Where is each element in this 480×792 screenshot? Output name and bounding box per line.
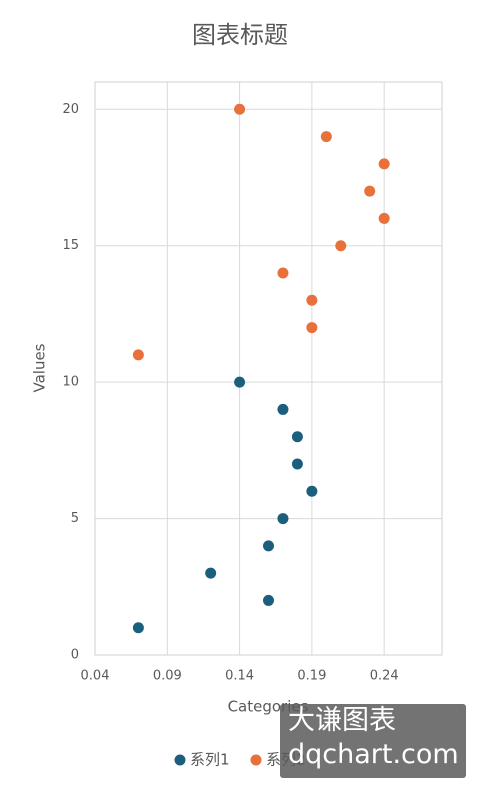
y-tick-label: 10 (62, 375, 79, 390)
y-tick-label: 15 (62, 238, 79, 253)
point (320, 131, 332, 143)
legend-marker (174, 754, 186, 766)
point (234, 376, 246, 388)
point (291, 431, 303, 443)
point (277, 267, 289, 279)
plot-frame (94, 81, 443, 656)
point (306, 322, 318, 334)
chart-title: 图表标题 (192, 21, 288, 49)
watermark: 大谦图表 dqchart.com (280, 704, 466, 778)
point (364, 185, 376, 197)
point (132, 349, 144, 361)
point (205, 567, 217, 579)
point (263, 594, 274, 606)
legend-label: 系列1 (190, 751, 230, 769)
watermark-line: 大谦图表 (288, 705, 396, 736)
watermark-line: dqchart.com (288, 739, 459, 770)
x-tick-label: 0.14 (225, 669, 254, 684)
y-tick-label: 0 (71, 648, 79, 663)
point (306, 294, 318, 306)
y-tick-label: 20 (62, 102, 79, 117)
x-tick-label: 0.09 (153, 669, 182, 684)
point (306, 485, 318, 497)
point (291, 458, 303, 470)
y-tick-label: 5 (71, 511, 79, 526)
point (378, 158, 390, 170)
x-tick-label: 0.24 (370, 669, 399, 684)
point (277, 513, 289, 525)
x-tick-label: 0.04 (81, 669, 110, 684)
point (234, 103, 246, 115)
x-tick-label: 0.19 (297, 669, 326, 684)
point (277, 403, 289, 415)
point (263, 540, 274, 552)
point (132, 622, 144, 634)
y-axis-label: Values (31, 343, 49, 392)
point (378, 212, 390, 224)
legend-marker (250, 754, 262, 766)
point (335, 240, 347, 252)
